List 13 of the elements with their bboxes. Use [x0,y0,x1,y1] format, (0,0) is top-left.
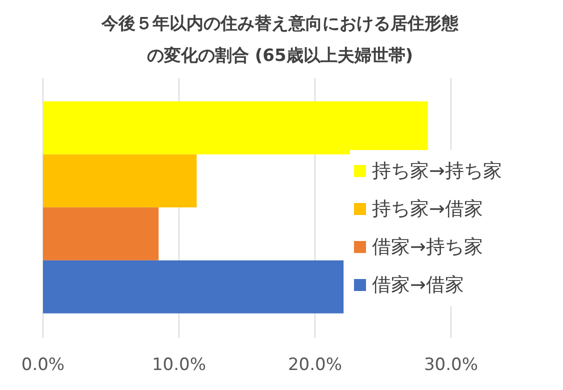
x-tick-label: 10.0% [152,355,206,376]
legend-label: 持ち家→持ち家 [372,159,502,184]
bar [43,207,159,260]
x-tick-label: 20.0% [288,355,342,376]
chart-title: 今後５年以内の住み替え意向における居住形態の変化の割合 (65歳以上夫婦世帯) [100,13,460,68]
x-tick-label: 30.0% [424,355,478,376]
x-tick-label: 0.0% [21,355,65,376]
legend-label: 借家→持ち家 [372,235,483,260]
legend-label: 借家→借家 [372,273,464,298]
bar [43,260,344,314]
legend-label: 持ち家→借家 [372,197,483,222]
bar [43,101,428,154]
bar [43,154,197,208]
